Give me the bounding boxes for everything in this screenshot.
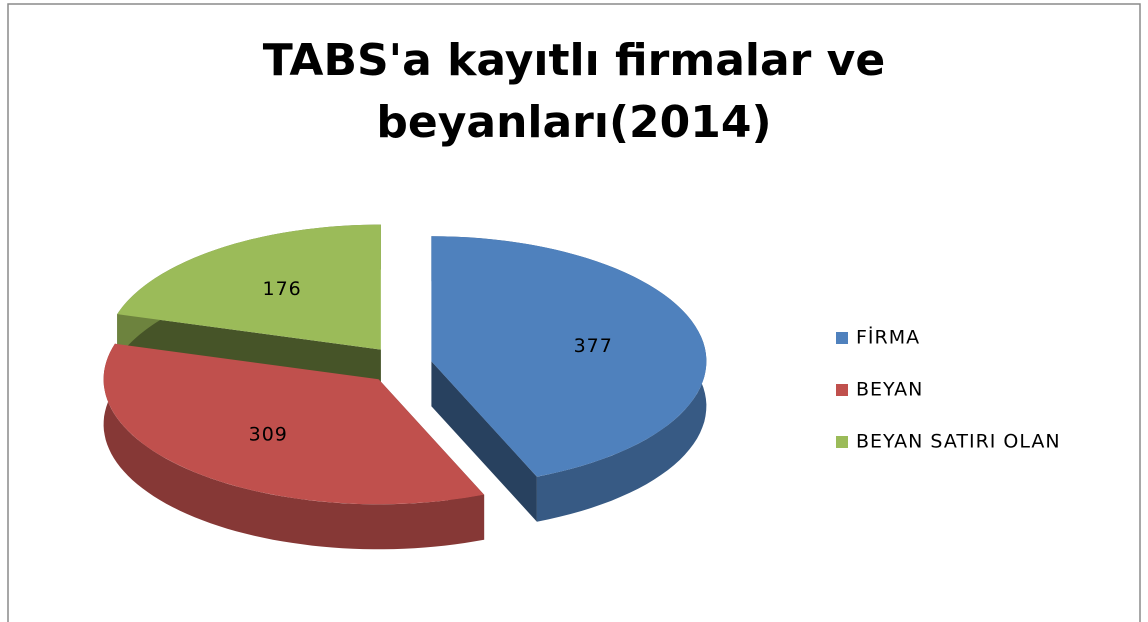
legend-swatch (836, 436, 848, 448)
legend-swatch (836, 384, 848, 396)
slice-side (103, 343, 485, 550)
slice-side (431, 361, 537, 522)
data-label: 309 (249, 424, 288, 446)
pie-slice (117, 224, 381, 350)
pie-slice (103, 343, 485, 505)
data-label: 176 (262, 278, 301, 300)
pie-slice (431, 236, 707, 477)
legend-label: BEYAN (856, 379, 923, 401)
legend-label: BEYAN SATIRI OLAN (856, 431, 1061, 453)
data-label: 377 (574, 335, 613, 357)
legend-swatch (836, 332, 848, 344)
chart-title: TABS'a kayıtlı firmalar ve beyanları(201… (262, 35, 886, 148)
chart-border (7, 3, 1141, 622)
legend-label: FİRMA (856, 326, 920, 349)
